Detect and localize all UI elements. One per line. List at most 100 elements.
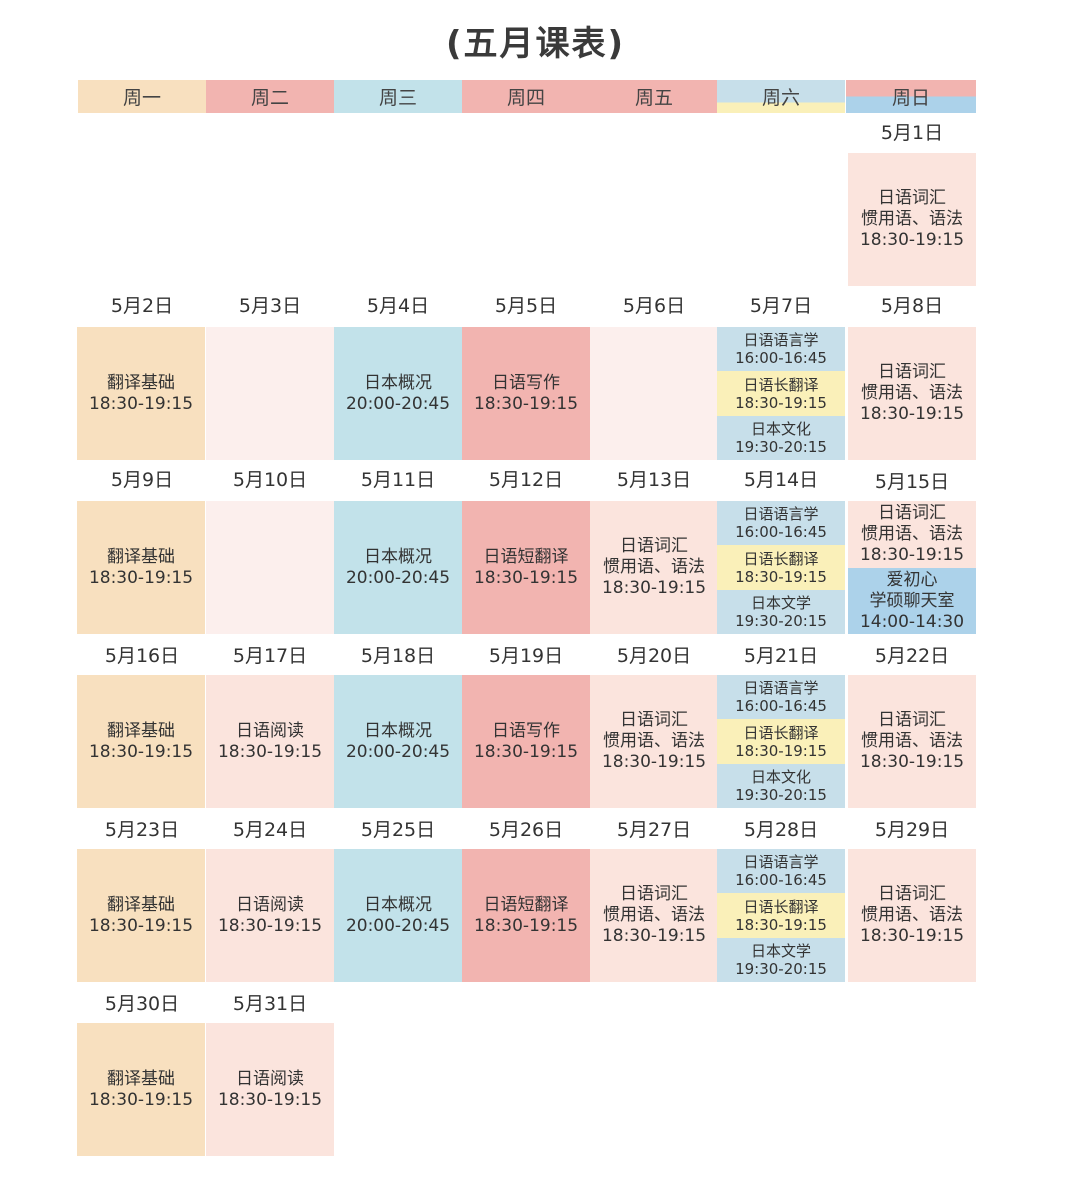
date-label: 5月20日 <box>616 645 692 667</box>
course-time: 19:30-20:15 <box>735 612 827 630</box>
day-cell: 翻译基础 18:30-19:15 <box>77 327 205 460</box>
course-name: 日语词汇 <box>878 884 946 904</box>
course-name: 日语语言学 <box>743 331 819 349</box>
course-time: 18:30-19:15 <box>601 752 707 772</box>
day-cell-slot: 日语长翻译 18:30-19:15 <box>717 371 845 416</box>
day-cell: 翻译基础 18:30-19:15 <box>77 501 205 634</box>
day-cell <box>206 501 334 634</box>
course-time: 18:30-19:15 <box>859 404 965 424</box>
course-name: 日语短翻译 <box>483 546 569 567</box>
day-cell-slot: 日语长翻译 18:30-19:15 <box>717 545 845 590</box>
day-cell <box>206 327 334 460</box>
page-title: (五月课表) <box>445 24 626 64</box>
date-label: 5月19日 <box>488 645 564 667</box>
course-time: 20:00-20:45 <box>345 915 451 936</box>
course-time: 18:30-19:15 <box>88 1089 194 1110</box>
date-label: 5月14日 <box>743 469 819 491</box>
course-time: 18:30-19:15 <box>473 741 579 762</box>
course-time: 18:30-19:15 <box>601 578 707 598</box>
course-name: 日语写作 <box>492 372 560 393</box>
course-time: 18:30-19:15 <box>735 741 827 760</box>
course-time: 18:30-19:15 <box>735 915 827 934</box>
day-cell-slot: 日本文学 19:30-20:15 <box>717 938 845 982</box>
course-name: 日本概况 <box>364 720 432 741</box>
course-name: 日语阅读 <box>236 1068 304 1089</box>
weekday-sat: 周六 <box>717 80 845 113</box>
day-cell: 日语写作 18:30-19:15 <box>462 327 590 460</box>
day-cell: 日语词汇 惯用语、语法 18:30-19:15 <box>848 675 976 808</box>
course-name: 翻译基础 <box>107 546 175 567</box>
date-label: 5月25日 <box>360 819 436 841</box>
date-label: 5月1日 <box>880 122 944 144</box>
date-label: 5月16日 <box>104 645 180 667</box>
course-name: 日语长翻译 <box>743 897 819 916</box>
course-time: 18:30-19:15 <box>473 567 579 588</box>
date-label: 5月21日 <box>743 645 819 667</box>
date-label: 5月22日 <box>874 645 950 667</box>
course-name: 日语词汇 <box>620 710 688 730</box>
weekday-wed: 周三 <box>334 80 462 113</box>
day-cell: 日语阅读 18:30-19:15 <box>206 849 334 982</box>
course-name: 日本文学 <box>750 942 811 960</box>
day-cell-slot: 爱初心 学硕聊天室 14:00-14:30 <box>848 568 976 634</box>
day-cell: 日语阅读 18:30-19:15 <box>206 675 334 808</box>
day-cell: 日语词汇 惯用语、语法 18:30-19:15 <box>848 501 976 568</box>
date-label: 5月9日 <box>110 469 174 491</box>
course-name: 日语长翻译 <box>743 375 819 394</box>
day-cell-slot: 日语语言学 16:00-16:45 <box>717 501 845 545</box>
course-name: 惯用语、语法 <box>861 209 963 229</box>
day-cell: 日本概况 20:00-20:45 <box>334 675 462 808</box>
course-name: 惯用语、语法 <box>861 383 963 403</box>
course-time: 18:30-19:15 <box>859 926 965 946</box>
date-label: 5月28日 <box>743 819 819 841</box>
course-time: 18:30-19:15 <box>859 230 965 250</box>
day-cell: 日本概况 20:00-20:45 <box>334 327 462 460</box>
course-time: 18:30-19:15 <box>735 567 827 586</box>
course-time: 18:30-19:15 <box>217 915 323 936</box>
course-time: 18:30-19:15 <box>473 393 579 414</box>
course-name: 惯用语、语法 <box>603 905 705 925</box>
weekday-fri: 周五 <box>590 80 718 113</box>
course-time: 19:30-20:15 <box>735 960 827 978</box>
course-name: 惯用语、语法 <box>603 731 705 751</box>
date-label: 5月12日 <box>488 469 564 491</box>
course-time: 18:30-19:15 <box>859 752 965 772</box>
course-name: 日语词汇 <box>878 710 946 730</box>
date-label: 5月2日 <box>110 295 174 317</box>
course-name: 日语长翻译 <box>743 549 819 568</box>
date-label: 5月15日 <box>874 471 950 493</box>
day-cell: 日语阅读 18:30-19:15 <box>206 1023 334 1156</box>
course-time: 18:30-19:15 <box>859 545 965 565</box>
day-cell: 日语词汇 惯用语、语法 18:30-19:15 <box>590 501 718 634</box>
day-cell: 日语短翻译 18:30-19:15 <box>462 501 590 634</box>
date-label: 5月17日 <box>232 645 308 667</box>
course-name: 日语短翻译 <box>483 894 569 915</box>
day-cell-slot: 日语语言学 16:00-16:45 <box>717 327 845 371</box>
date-label: 5月7日 <box>749 295 813 317</box>
course-name: 日本文化 <box>750 768 811 786</box>
date-label: 5月18日 <box>360 645 436 667</box>
day-cell <box>590 327 718 460</box>
course-name: 日语词汇 <box>620 536 688 556</box>
course-name: 爱初心 <box>886 569 938 590</box>
date-label: 5月27日 <box>616 819 692 841</box>
day-cell: 日语词汇 惯用语、语法 18:30-19:15 <box>848 849 976 982</box>
date-label: 5月24日 <box>232 819 308 841</box>
course-time: 16:00-16:45 <box>735 871 827 889</box>
course-time: 19:30-20:15 <box>735 786 827 804</box>
day-cell-slot: 日本文化 19:30-20:15 <box>717 416 845 460</box>
day-cell: 日语写作 18:30-19:15 <box>462 675 590 808</box>
course-name: 日语语言学 <box>743 505 819 523</box>
day-cell: 日语短翻译 18:30-19:15 <box>462 849 590 982</box>
date-label: 5月29日 <box>874 819 950 841</box>
course-time: 18:30-19:15 <box>473 915 579 936</box>
course-time: 18:30-19:15 <box>88 741 194 762</box>
course-name: 日语语言学 <box>743 853 819 871</box>
date-label: 5月30日 <box>104 993 180 1015</box>
day-cell: 日语词汇 惯用语、语法 18:30-19:15 <box>590 675 718 808</box>
weekday-tue: 周二 <box>206 80 334 113</box>
course-time: 16:00-16:45 <box>735 523 827 541</box>
day-cell-slot: 日本文学 19:30-20:15 <box>717 590 845 634</box>
weekday-mon: 周一 <box>78 80 206 113</box>
course-time: 18:30-19:15 <box>735 393 827 412</box>
